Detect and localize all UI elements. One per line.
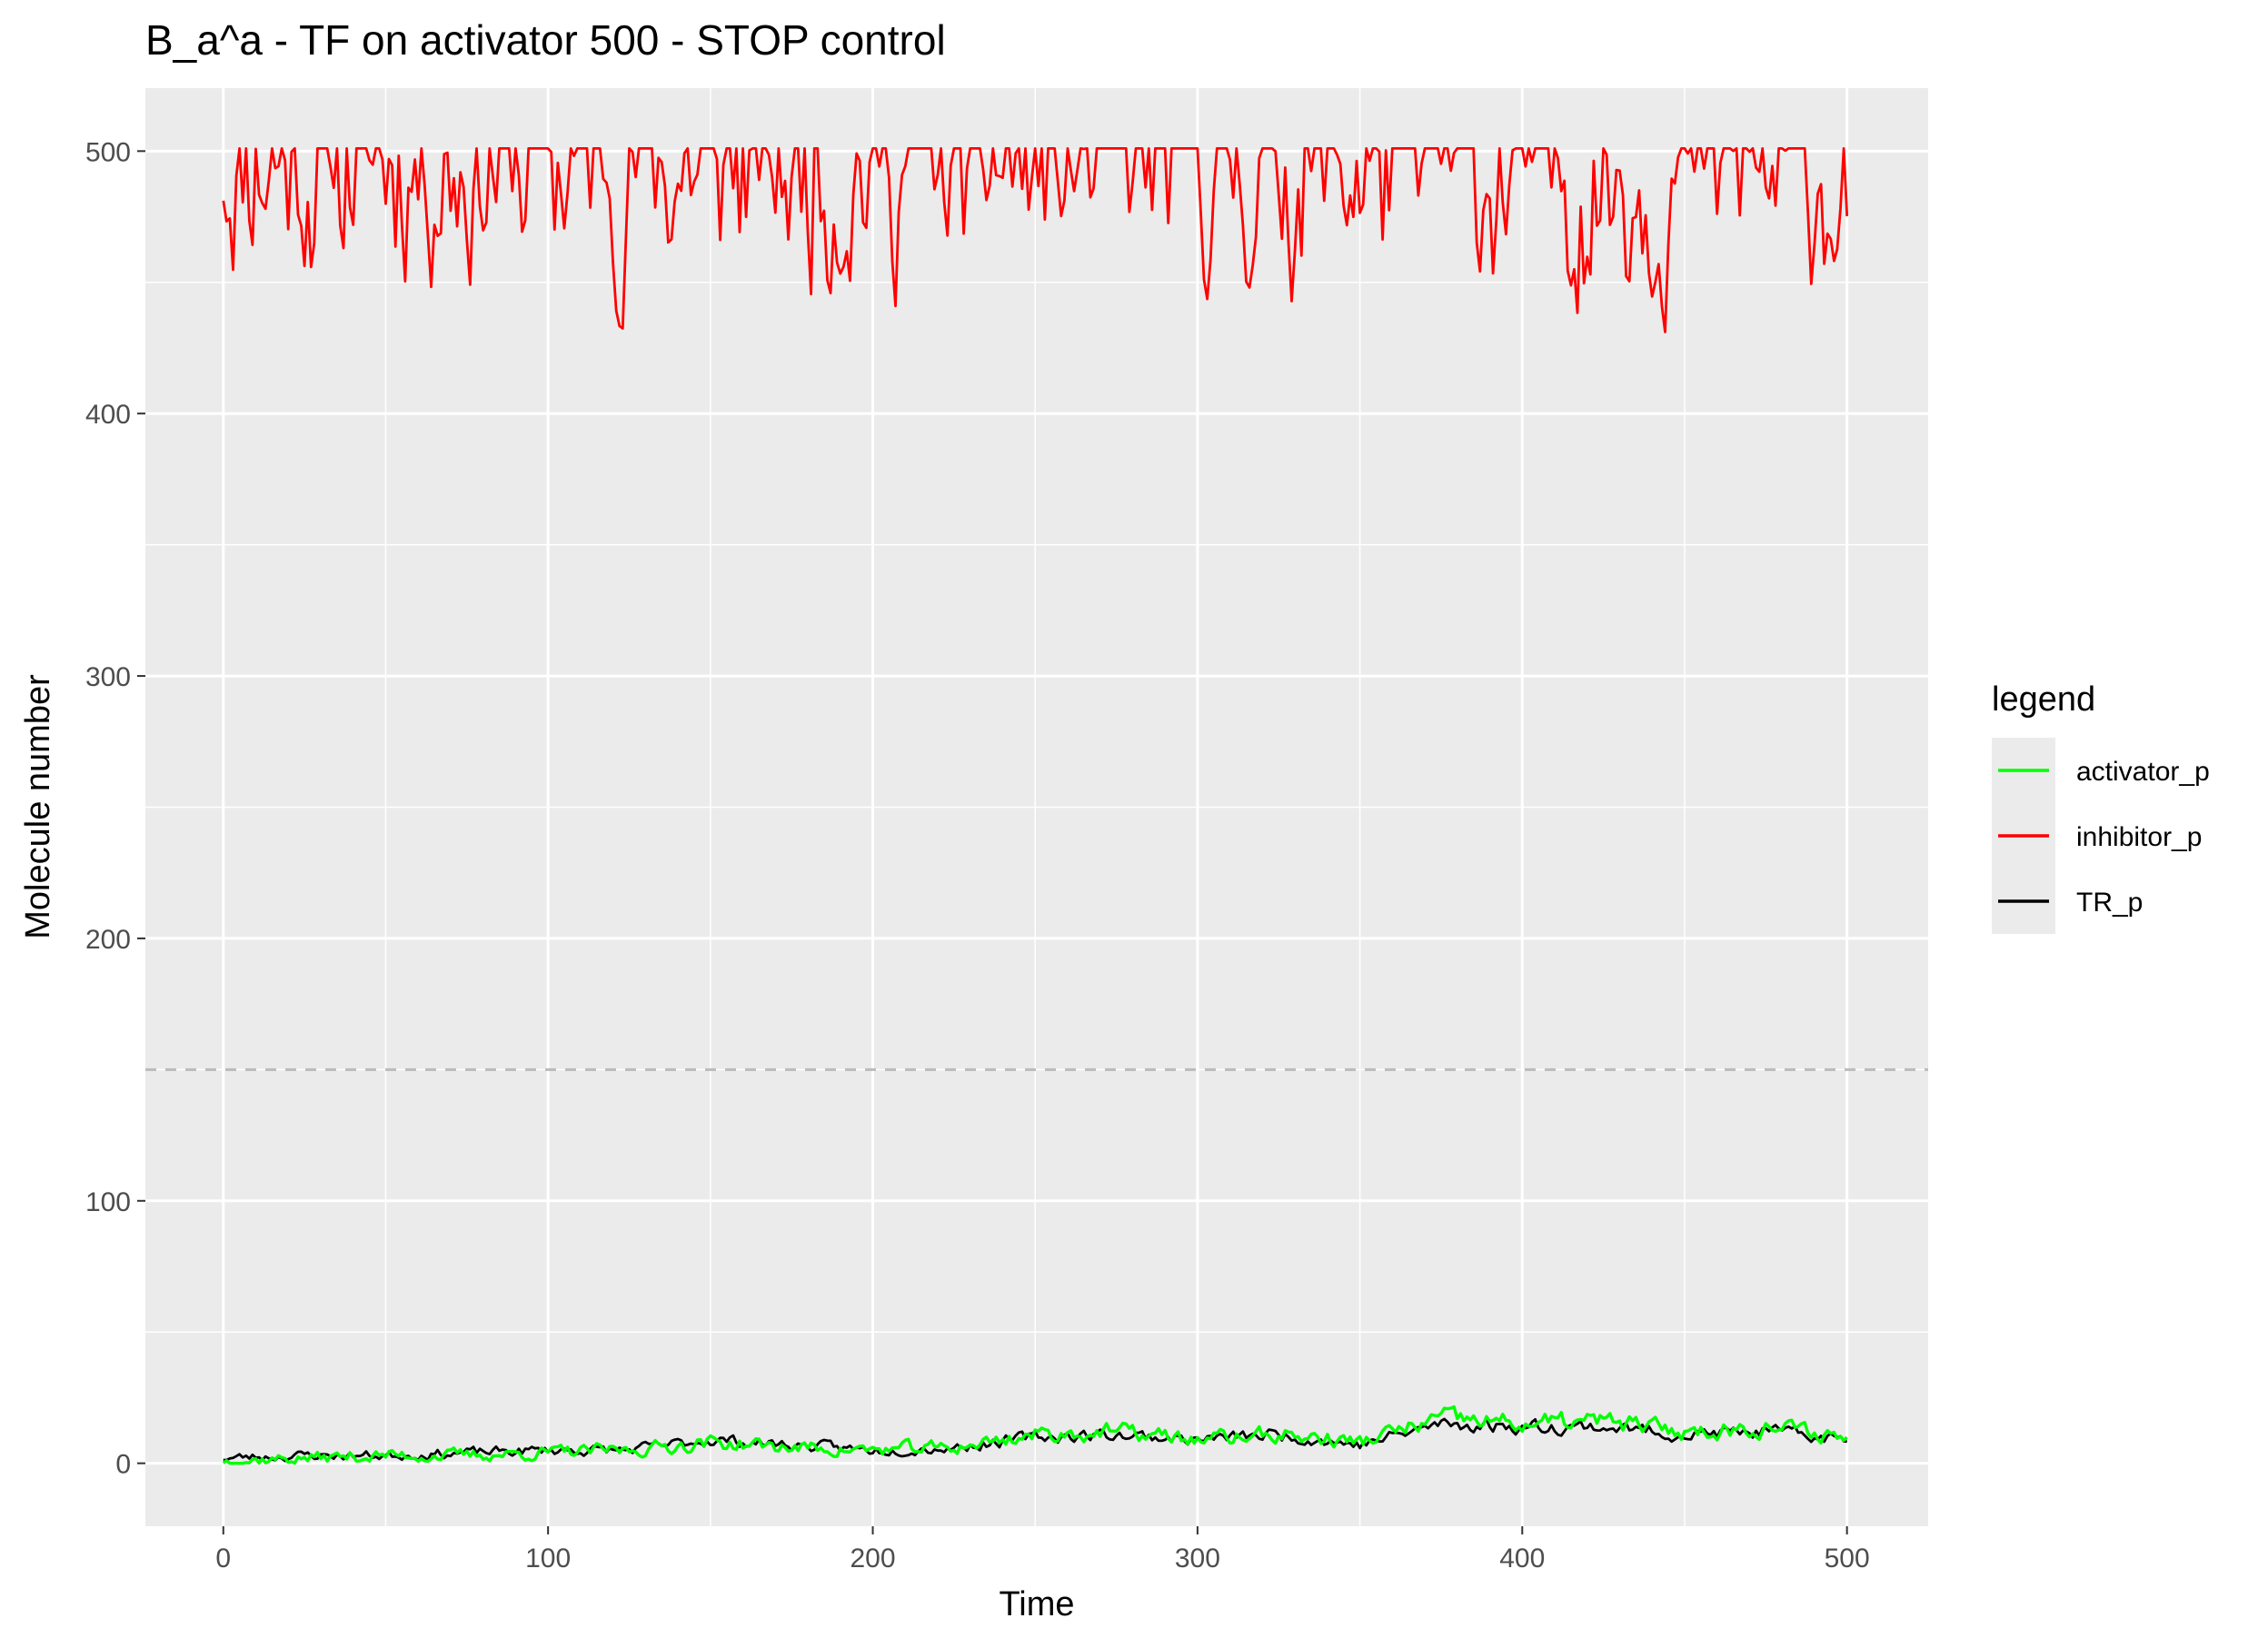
legend-entries: activator_p inhibitor_p TR_p	[1998, 757, 2210, 918]
legend-label-activator_p: activator_p	[2076, 757, 2210, 787]
y-tick-label: 300	[85, 662, 131, 692]
legend-title: legend	[1992, 680, 2095, 719]
legend-label-inhibitor_p: inhibitor_p	[2076, 822, 2202, 852]
major-gridlines	[145, 88, 1928, 1526]
series-line-activator_p	[222, 1405, 1848, 1465]
x-tick-label: 500	[1825, 1544, 1870, 1573]
chart-title: B_a^a - TF on activator 500 - STOP contr…	[145, 16, 946, 64]
legend-label-TR_p: TR_p	[2076, 888, 2143, 918]
y-axis-title: Molecule number	[19, 674, 57, 939]
y-tick-label: 500	[85, 137, 131, 167]
y-axis-ticks: 0 100 200 300 400 500	[85, 137, 145, 1480]
y-tick-label: 100	[85, 1187, 131, 1217]
y-tick-label: 0	[115, 1450, 131, 1480]
x-axis-ticks: 0 100 200 300 400 500	[215, 1526, 1870, 1573]
x-tick-label: 300	[1175, 1544, 1220, 1573]
x-tick-label: 200	[850, 1544, 895, 1573]
series-line-inhibitor_p	[222, 146, 1849, 333]
x-tick-label: 100	[525, 1544, 571, 1573]
x-tick-label: 400	[1499, 1544, 1545, 1573]
x-tick-label: 0	[215, 1544, 231, 1573]
x-axis-title: Time	[999, 1585, 1074, 1623]
y-tick-label: 200	[85, 925, 131, 955]
series-lines	[222, 146, 1849, 1465]
y-tick-label: 400	[85, 400, 131, 430]
legend: legend activator_p inhibitor_p TR_p	[1992, 680, 2210, 934]
